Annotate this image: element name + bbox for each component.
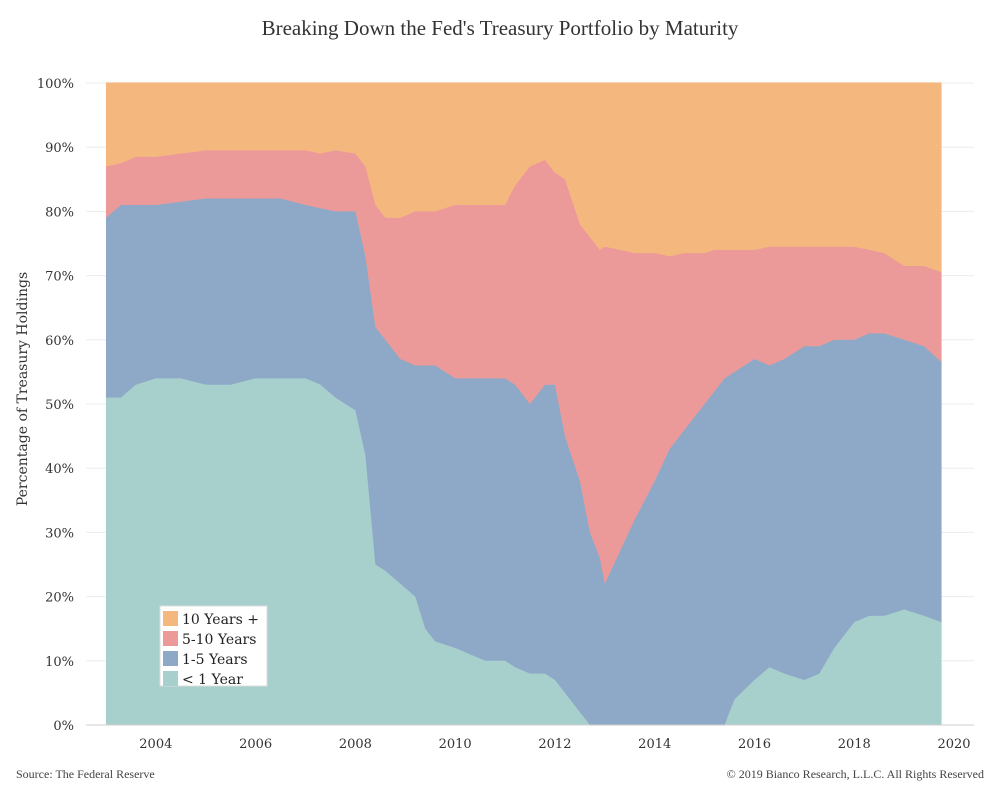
legend-swatch bbox=[163, 651, 178, 666]
x-tick-label: 2016 bbox=[738, 737, 771, 752]
chart-title: Breaking Down the Fed's Treasury Portfol… bbox=[261, 16, 739, 40]
x-tick-label: 2012 bbox=[538, 737, 571, 752]
legend-label: 5-10 Years bbox=[182, 632, 256, 648]
area-10-years bbox=[105, 83, 942, 273]
legend-swatch bbox=[163, 631, 178, 646]
area-1-5-years bbox=[105, 198, 942, 725]
legend-label: < 1 Year bbox=[182, 672, 243, 688]
x-tick-label: 2004 bbox=[139, 737, 172, 752]
y-tick-label: 80% bbox=[45, 205, 74, 220]
legend-swatch bbox=[163, 671, 178, 686]
y-tick-label: 70% bbox=[45, 270, 74, 285]
source-note: Source: The Federal Reserve bbox=[16, 767, 155, 781]
y-tick-label: 50% bbox=[45, 398, 74, 413]
y-tick-label: 30% bbox=[45, 526, 74, 541]
y-tick-label: 10% bbox=[45, 655, 74, 670]
area-series-group bbox=[105, 82, 942, 726]
y-tick-label: 20% bbox=[45, 591, 74, 606]
x-tick-label: 2014 bbox=[638, 737, 671, 752]
x-tick-label: 2020 bbox=[937, 737, 970, 752]
x-tick-label: 2010 bbox=[439, 737, 472, 752]
y-tick-label: 40% bbox=[45, 462, 74, 477]
y-tick-label: 60% bbox=[45, 334, 74, 349]
axes: 0% 10% 20% 30% 40% 50% 60% 70% 80% 90% 100% 2004 200… bbox=[15, 77, 974, 752]
legend: 10 Years + 5-10 Years 1-5 Years < 1 Year bbox=[159, 605, 268, 688]
y-tick-label: 100% bbox=[37, 77, 74, 92]
area-5-10-years bbox=[105, 150, 942, 584]
x-tick-label: 2008 bbox=[339, 737, 372, 752]
area-1-year bbox=[105, 378, 942, 725]
legend-label: 10 Years + bbox=[182, 612, 259, 628]
x-tick-label: 2006 bbox=[239, 737, 272, 752]
legend-label: 1-5 Years bbox=[182, 652, 248, 668]
y-tick-label: 90% bbox=[45, 141, 74, 156]
y-tick-label: 0% bbox=[53, 719, 74, 734]
x-tick-label: 2018 bbox=[838, 737, 871, 752]
y-axis-title: Percentage of Treasury Holdings bbox=[15, 272, 31, 506]
legend-swatch bbox=[163, 611, 178, 626]
copyright-note: © 2019 Bianco Research, L.L.C. All Right… bbox=[726, 767, 984, 781]
